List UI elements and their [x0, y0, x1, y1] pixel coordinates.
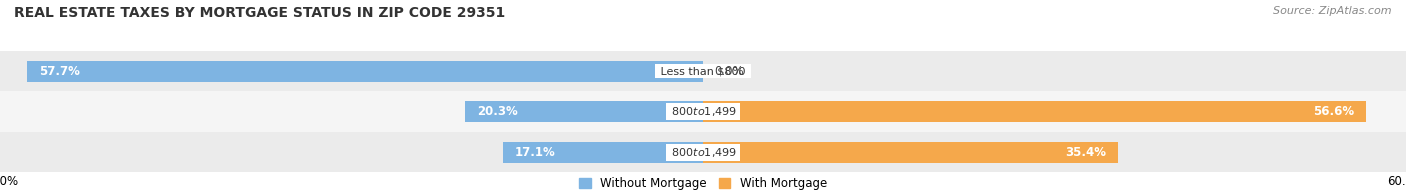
- Text: 56.6%: 56.6%: [1313, 105, 1354, 118]
- Text: Source: ZipAtlas.com: Source: ZipAtlas.com: [1274, 6, 1392, 16]
- Text: 57.7%: 57.7%: [38, 65, 80, 78]
- Bar: [465, 101, 703, 122]
- Bar: [703, 101, 1367, 122]
- Legend: Without Mortgage, With Mortgage: Without Mortgage, With Mortgage: [579, 177, 827, 190]
- Text: 17.1%: 17.1%: [515, 146, 555, 159]
- Bar: [0, 92, 1406, 132]
- Text: 0.0%: 0.0%: [714, 65, 744, 78]
- Text: $800 to $1,499: $800 to $1,499: [668, 105, 738, 118]
- Bar: [0, 132, 1406, 172]
- Bar: [0, 51, 1406, 92]
- Text: 35.4%: 35.4%: [1066, 146, 1107, 159]
- Bar: [703, 142, 1118, 163]
- Bar: [503, 142, 703, 163]
- Bar: [27, 61, 703, 82]
- Text: $800 to $1,499: $800 to $1,499: [668, 146, 738, 159]
- Text: REAL ESTATE TAXES BY MORTGAGE STATUS IN ZIP CODE 29351: REAL ESTATE TAXES BY MORTGAGE STATUS IN …: [14, 6, 505, 20]
- Text: 20.3%: 20.3%: [477, 105, 517, 118]
- Text: Less than $800: Less than $800: [657, 66, 749, 76]
